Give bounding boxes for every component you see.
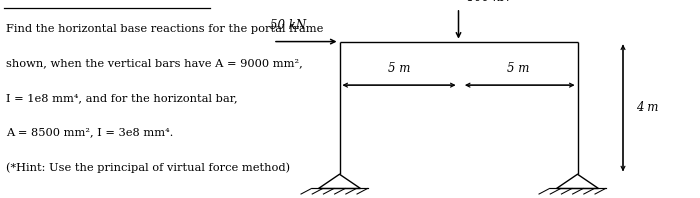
Text: (*Hint: Use the principal of virtual force method): (*Hint: Use the principal of virtual for… [6,162,290,173]
Text: 5 m: 5 m [388,62,410,75]
Text: Find the horizontal base reactions for the portal frame: Find the horizontal base reactions for t… [6,24,323,34]
Text: A = 8500 mm², I = 3e8 mm⁴.: A = 8500 mm², I = 3e8 mm⁴. [6,128,173,138]
Text: 100 kN: 100 kN [467,0,510,4]
Text: 4 m: 4 m [636,101,658,114]
Text: I = 1e8 mm⁴, and for the horizontal bar,: I = 1e8 mm⁴, and for the horizontal bar, [6,93,237,103]
Text: 5 m: 5 m [507,62,529,75]
Text: 50 kN: 50 kN [270,19,306,32]
Text: shown, when the vertical bars have A = 9000 mm²,: shown, when the vertical bars have A = 9… [6,58,302,69]
